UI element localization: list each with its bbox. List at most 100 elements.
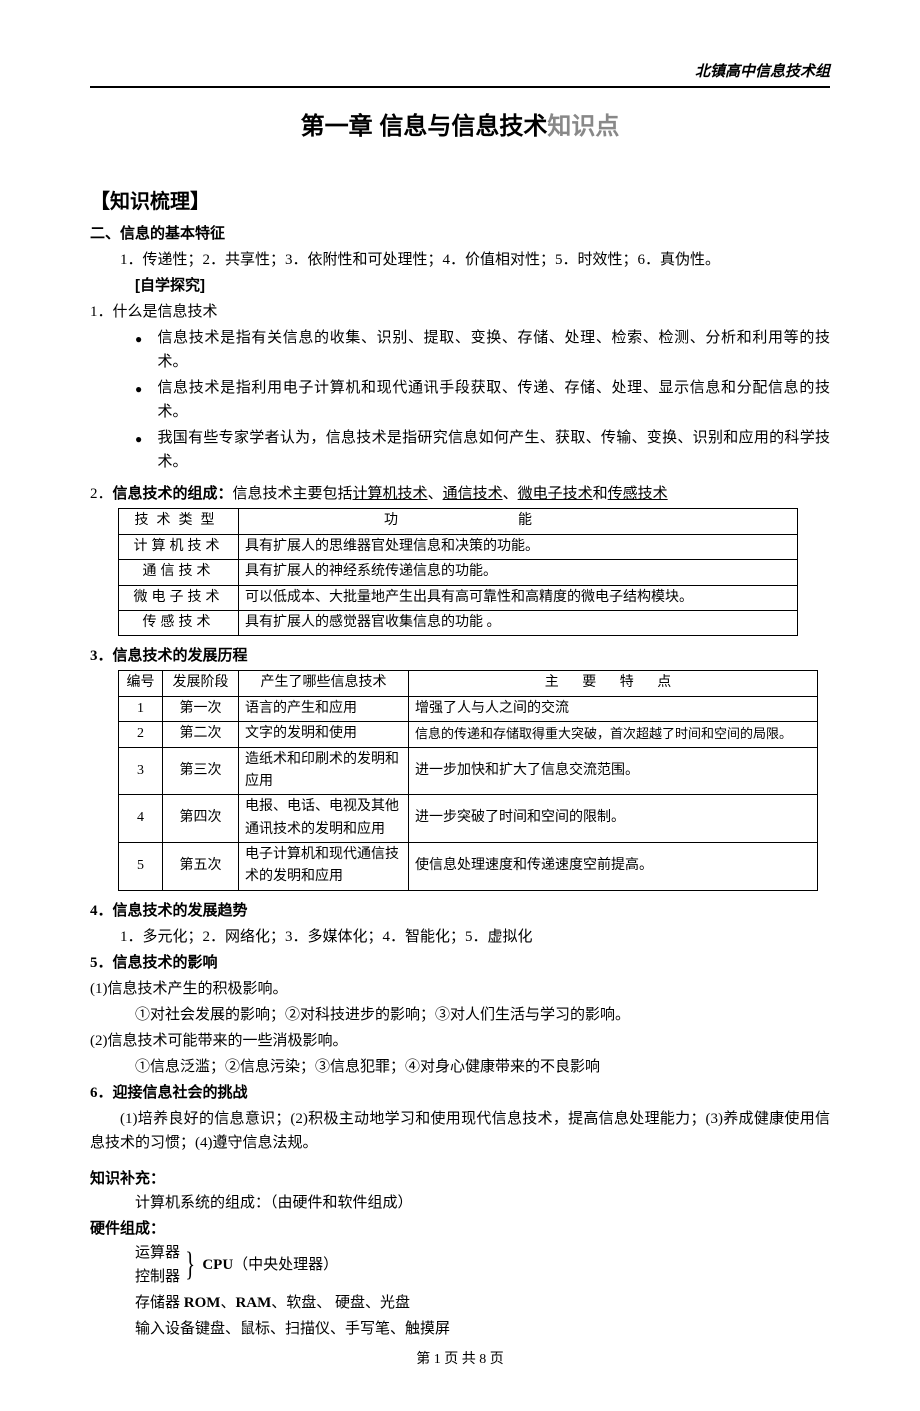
page-footer: 第 1 页 共 8 页 [90,1349,830,1371]
q3-heading: 3．信息技术的发展历程 [90,644,830,668]
tech-composition-table: 技术类型 功能 计算机技术具有扩展人的思维器官处理信息和决策的功能。 通信技术具… [118,508,798,636]
t2c: 语言的产生和应用 [239,696,409,721]
t2c: 电子计算机和现代通信技术的发明和应用 [239,843,409,891]
q2-s2: 、 [503,486,518,502]
q1-heading: 1．什么是信息技术 [90,300,830,324]
table-row: 微电子技术可以低成本、大批量地产生出具有高可靠性和高精度的微电子结构模块。 [119,585,798,610]
table-row: 4第四次电报、电话、电视及其他通讯技术的发明和应用进一步突破了时间和空间的限制。 [119,795,818,843]
q1-bullet-2: 信息技术是指利用电子计算机和现代通讯手段获取、传递、存储、处理、显示信息和分配信… [135,376,830,424]
t2c: 使信息处理速度和传递速度空前提高。 [409,843,818,891]
q6-heading: 6．迎接信息社会的挑战 [90,1081,830,1105]
q4-line: 1．多元化；2．网络化；3．多媒体化；4．智能化；5．虚拟化 [120,925,830,949]
input-devices-line: 输入设备键盘、鼠标、扫描仪、手写笔、触摸屏 [135,1317,830,1341]
t1-h2: 功能 [239,509,798,534]
self-study-label: [自学探究] [135,274,830,298]
cpu-row: 运算器 控制器 } CPU（中央处理器） [135,1241,830,1289]
mem-b2: RAM [235,1295,271,1311]
table-row: 3第三次造纸术和印刷术的发明和应用进一步加快和扩大了信息交流范围。 [119,747,818,795]
t2c: 3 [119,747,163,795]
t2c: 第四次 [163,795,239,843]
t2c: 第二次 [163,722,239,747]
t1-r2c2: 具有扩展人的神经系统传递信息的功能。 [239,560,798,585]
document-title: 第一章 信息与信息技术知识点 [90,108,830,146]
t1-h1: 技术类型 [119,509,239,534]
q2-u4: 传感技术 [608,486,668,502]
q4-heading: 4．信息技术的发展趋势 [90,899,830,923]
table-row: 技术类型 功能 [119,509,798,534]
mem-r: 、软盘、 硬盘、光盘 [271,1295,410,1311]
q1-bullet-1: 信息技术是指有关信息的收集、识别、提取、变换、存储、处理、检索、检测、分析和利用… [135,326,830,374]
cpu-part-b: 控制器 [135,1265,180,1289]
mem-s1: 、 [220,1295,235,1311]
q2-s3: 和 [593,486,608,502]
q5-heading: 5．信息技术的影响 [90,951,830,975]
t1-r1c2: 具有扩展人的思维器官处理信息和决策的功能。 [239,534,798,559]
q1-bullet-list: 信息技术是指有关信息的收集、识别、提取、变换、存储、处理、检索、检测、分析和利用… [135,326,830,474]
t2c: 造纸术和印刷术的发明和应用 [239,747,409,795]
table-row: 计算机技术具有扩展人的思维器官处理信息和决策的功能。 [119,534,798,559]
t2c: 文字的发明和使用 [239,722,409,747]
t1-r2c1: 通信技术 [119,560,239,585]
table-row: 传感技术具有扩展人的感觉器官收集信息的功能 。 [119,610,798,635]
cpu-part-a: 运算器 [135,1241,180,1265]
q2-u3: 微电子技术 [518,486,593,502]
hardware-block: 运算器 控制器 } CPU（中央处理器） 存储器 ROM、RAM、软盘、 硬盘、… [135,1241,830,1341]
t2-h3: 产生了哪些信息技术 [239,671,409,696]
table-row: 1第一次语言的产生和应用增强了人与人之间的交流 [119,696,818,721]
t2c: 第三次 [163,747,239,795]
t1-r4c1: 传感技术 [119,610,239,635]
q5-p1a: ①对社会发展的影响；②对科技进步的影响；③对人们生活与学习的影响。 [135,1003,830,1027]
page-header-org: 北镇高中信息技术组 [90,60,830,88]
t1-r4c2: 具有扩展人的感觉器官收集信息的功能 。 [239,610,798,635]
cpu-bold: CPU [202,1257,233,1273]
table-row: 5第五次电子计算机和现代通信技术的发明和应用使信息处理速度和传递速度空前提高。 [119,843,818,891]
storage-line: 存储器 ROM、RAM、软盘、 硬盘、光盘 [135,1291,830,1315]
title-main: 第一章 信息与信息技术 [301,113,548,140]
t2-h2: 发展阶段 [163,671,239,696]
table-row: 通信技术具有扩展人的神经系统传递信息的功能。 [119,560,798,585]
table-row: 2第二次文字的发明和使用信息的传递和存储取得重大突破，首次超越了时间和空间的局限… [119,722,818,747]
q2-u2: 通信技术 [443,486,503,502]
q2-bold: 信息技术的组成： [113,486,233,502]
t2-h4: 主 要 特 点 [409,671,818,696]
q2-num: 2． [90,486,113,502]
t2c: 信息的传递和存储取得重大突破，首次超越了时间和空间的局限。 [409,722,818,747]
q2-u1: 计算机技术 [353,486,428,502]
t2c: 4 [119,795,163,843]
q2-s1: 、 [428,486,443,502]
q2-text-a: 信息技术主要包括 [233,486,353,502]
t2c: 第五次 [163,843,239,891]
t2c: 2 [119,722,163,747]
q1-bullet-3: 我国有些专家学者认为，信息技术是指研究信息如何产生、获取、传输、变换、识别和应用… [135,426,830,474]
t1-r3c2: 可以低成本、大批量地产生出具有高可靠性和高精度的微电子结构模块。 [239,585,798,610]
t2-h1: 编号 [119,671,163,696]
section-2-heading: 二、信息的基本特征 [90,222,830,246]
t2c: 电报、电话、电视及其他通讯技术的发明和应用 [239,795,409,843]
title-suffix: 知识点 [547,113,619,140]
brace-icon: } [185,1248,195,1282]
mem-a: 存储器 [135,1295,184,1311]
q5-p2: (2)信息技术可能带来的一些消极影响。 [90,1029,830,1053]
t2c: 5 [119,843,163,891]
section-2-features: 1．传递性；2．共享性；3．依附性和可处理性；4．价值相对性；5．时效性；6．真… [120,248,830,272]
t2c: 进一步突破了时间和空间的限制。 [409,795,818,843]
q5-p2a: ①信息泛滥；②信息污染；③信息犯罪；④对身心健康带来的不良影响 [135,1055,830,1079]
t2c: 第一次 [163,696,239,721]
tech-history-table: 编号 发展阶段 产生了哪些信息技术 主 要 特 点 1第一次语言的产生和应用增强… [118,670,818,891]
hardware-heading: 硬件组成： [90,1217,830,1241]
q6-line: (1)培养良好的信息意识；(2)积极主动地学习和使用现代信息技术，提高信息处理能… [90,1107,830,1155]
q2-heading: 2．信息技术的组成：信息技术主要包括计算机技术、通信技术、微电子技术和传感技术 [90,482,830,506]
mem-b1: ROM [184,1295,221,1311]
t1-r1c1: 计算机技术 [119,534,239,559]
table-row: 编号 发展阶段 产生了哪些信息技术 主 要 特 点 [119,671,818,696]
cpu-label: CPU（中央处理器） [202,1253,338,1277]
supplement-line: 计算机系统的组成：（由硬件和软件组成） [90,1191,830,1215]
t2c: 增强了人与人之间的交流 [409,696,818,721]
supplement-heading: 知识补充： [90,1167,830,1191]
q5-p1: (1)信息技术产生的积极影响。 [90,977,830,1001]
cpu-rest: （中央处理器） [233,1257,338,1273]
t1-r3c1: 微电子技术 [119,585,239,610]
t2c: 1 [119,696,163,721]
section-knowledge-heading: 【知识梳理】 [90,186,830,218]
t2c: 进一步加快和扩大了信息交流范围。 [409,747,818,795]
